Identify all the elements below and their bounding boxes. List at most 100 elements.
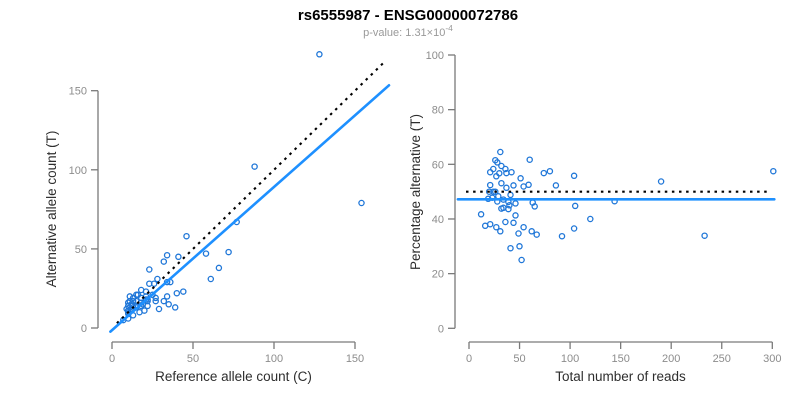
- data-point: [141, 307, 148, 314]
- data-point: [518, 256, 525, 264]
- x-tick-label: 200: [662, 353, 680, 365]
- data-point: [701, 232, 708, 239]
- data-point: [165, 301, 172, 308]
- data-point: [316, 51, 323, 58]
- data-point: [525, 181, 532, 189]
- x-axis: 0 50 100 150 200 250 300 Total number of reads: [466, 341, 781, 384]
- x-axis-title: Total number of reads: [555, 369, 686, 384]
- data-point: [571, 202, 579, 210]
- data-point: [160, 258, 168, 265]
- data-point: [180, 288, 187, 295]
- data-point: [552, 182, 560, 189]
- data-point: [154, 275, 161, 283]
- data-point: [490, 165, 497, 173]
- data-point: [570, 225, 578, 232]
- data-point: [531, 203, 538, 210]
- data-point: [163, 251, 171, 259]
- data-point: [129, 297, 137, 305]
- y-axis-title: Alternative allele count (T): [44, 131, 59, 288]
- data-point: [505, 205, 512, 213]
- x-tick-label: 150: [346, 353, 364, 365]
- data-point: [150, 280, 158, 287]
- x-tick-label: 0: [466, 353, 472, 365]
- data-point: [251, 163, 258, 170]
- pvalue-text: p-value: 1.31×10: [363, 27, 445, 39]
- y-tick-label: 100: [69, 165, 87, 177]
- y-axis: 0 20 40 60 80 100 Percentage alternative (T): [408, 50, 456, 335]
- x-axis: 0 50 100 150 Reference allele count (C): [109, 341, 364, 384]
- data-point: [520, 223, 527, 231]
- data-point: [486, 181, 494, 189]
- data-point: [225, 248, 232, 256]
- data-point: [503, 184, 510, 192]
- data-point: [155, 305, 163, 313]
- data-point: [485, 188, 493, 195]
- data-point: [486, 168, 494, 176]
- y-axis-title: Percentage alternative (T): [408, 114, 423, 270]
- x-tick-label: 100: [561, 353, 579, 365]
- data-point: [175, 253, 182, 261]
- data-point: [517, 175, 524, 182]
- data-point: [508, 168, 515, 176]
- data-points: [477, 148, 777, 264]
- data-point: [477, 211, 485, 218]
- data-point: [770, 167, 777, 175]
- x-tick-label: 50: [187, 353, 199, 365]
- data-point: [215, 264, 223, 272]
- data-point: [502, 218, 509, 226]
- x-axis-title: Reference allele count (C): [155, 369, 312, 384]
- data-point: [152, 294, 159, 302]
- data-point: [152, 297, 159, 305]
- data-point: [207, 275, 215, 283]
- data-point: [358, 199, 365, 207]
- regression-line: [109, 84, 391, 333]
- data-point: [502, 165, 509, 173]
- data-point: [163, 293, 171, 300]
- data-point: [506, 202, 513, 209]
- y-tick-label: 60: [432, 159, 444, 171]
- allele-counts-plot: 0 50 100 150 Reference allele count (C) 0 50 10…: [44, 51, 391, 384]
- y-tick-label: 150: [69, 86, 87, 98]
- data-point: [533, 231, 540, 238]
- data-point: [570, 172, 578, 180]
- y-tick-label: 80: [432, 105, 444, 117]
- data-point: [146, 266, 153, 273]
- y-tick-label: 40: [432, 214, 444, 226]
- data-point: [493, 173, 500, 180]
- x-tick-label: 300: [763, 353, 781, 365]
- identity-line: [116, 59, 387, 325]
- y-tick-label: 0: [438, 323, 444, 335]
- data-point: [497, 228, 504, 235]
- data-point: [507, 244, 514, 252]
- data-point: [497, 148, 504, 156]
- data-point: [515, 230, 522, 237]
- data-point: [183, 232, 190, 240]
- data-point: [526, 156, 533, 163]
- y-axis: 0 50 100 150 Alternative allele count (T): [44, 86, 99, 335]
- data-point: [510, 219, 517, 227]
- data-point: [492, 156, 499, 164]
- data-point: [510, 182, 517, 189]
- data-point: [173, 289, 181, 297]
- data-point: [507, 191, 514, 199]
- data-point: [202, 250, 210, 257]
- data-point: [160, 297, 168, 305]
- pvalue-exponent: -4: [445, 23, 453, 33]
- x-tick-label: 50: [513, 353, 525, 365]
- data-point: [512, 212, 519, 219]
- x-tick-label: 150: [611, 353, 629, 365]
- data-point: [657, 178, 665, 185]
- x-tick-label: 0: [109, 353, 115, 365]
- data-point: [558, 232, 566, 240]
- data-point: [144, 302, 151, 310]
- data-point: [512, 200, 519, 207]
- data-point: [492, 188, 499, 195]
- data-point: [498, 179, 505, 187]
- data-point: [540, 169, 548, 177]
- y-tick-label: 50: [75, 244, 87, 256]
- data-point: [498, 205, 505, 212]
- data-point: [171, 304, 179, 311]
